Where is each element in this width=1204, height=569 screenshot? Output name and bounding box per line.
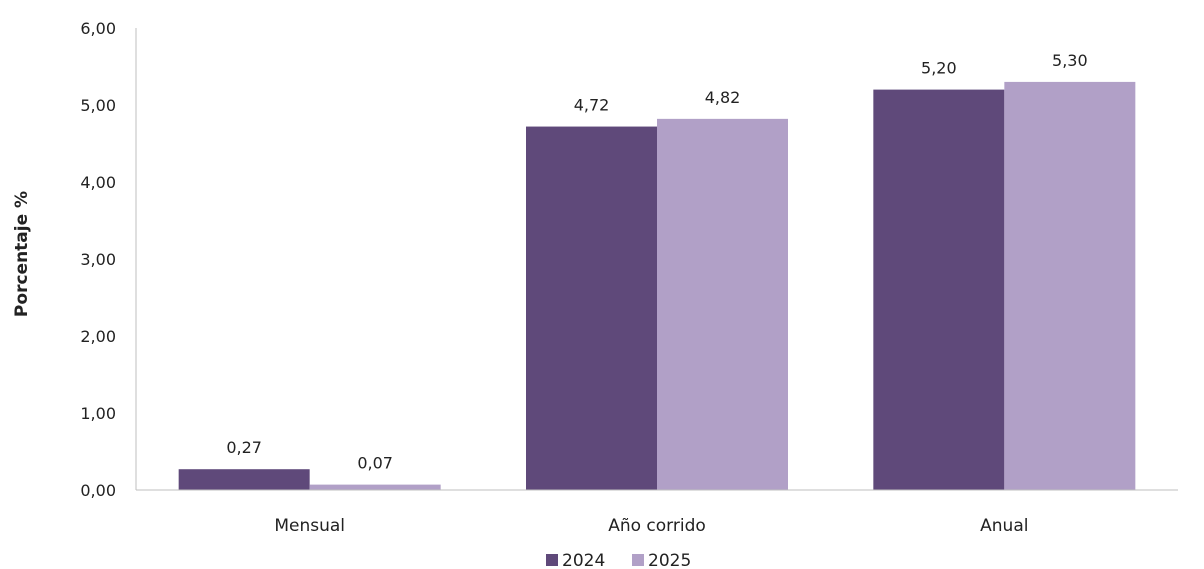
- legend-swatch-2024: [546, 554, 558, 566]
- legend-swatch-2025: [632, 554, 644, 566]
- y-tick-label: 4,00: [80, 173, 116, 192]
- data-label: 0,27: [226, 438, 262, 457]
- bar-2024-2: [873, 89, 1005, 490]
- legend-label: 2024: [562, 551, 605, 569]
- y-axis-title: Porcentaje %: [12, 191, 32, 317]
- data-label: 4,72: [574, 96, 610, 115]
- y-tick-label: 2,00: [80, 327, 116, 346]
- bar-2025-1: [657, 118, 788, 491]
- bars: 0,27 0,07 4,72 4,82 5,20 5,30: [178, 51, 1136, 491]
- data-label: 0,07: [357, 454, 393, 473]
- y-axis: 0,00 1,00 2,00 3,00 4,00 5,00 6,00: [80, 19, 137, 500]
- y-tick-label: 5,00: [80, 96, 116, 115]
- legend-label: 2025: [648, 551, 691, 569]
- bar-2024-0: [178, 469, 310, 490]
- data-label: 4,82: [705, 88, 741, 107]
- bar-2025-0: [309, 484, 441, 490]
- y-tick-label: 1,00: [80, 404, 116, 423]
- y-tick-label: 6,00: [80, 19, 116, 38]
- y-tick-label: 3,00: [80, 250, 116, 269]
- x-axis: Mensual Año corrido Anual: [136, 489, 1178, 536]
- x-category-label: Anual: [980, 516, 1028, 536]
- bar-2025-2: [1004, 81, 1136, 491]
- y-tick-label: 0,00: [80, 481, 116, 500]
- legend: 2024 2025: [546, 551, 691, 569]
- data-label: 5,20: [921, 59, 957, 78]
- x-category-label: Año corrido: [608, 516, 706, 536]
- bar-2024-1: [526, 126, 657, 490]
- data-label: 5,30: [1052, 51, 1088, 70]
- x-category-label: Mensual: [274, 516, 345, 536]
